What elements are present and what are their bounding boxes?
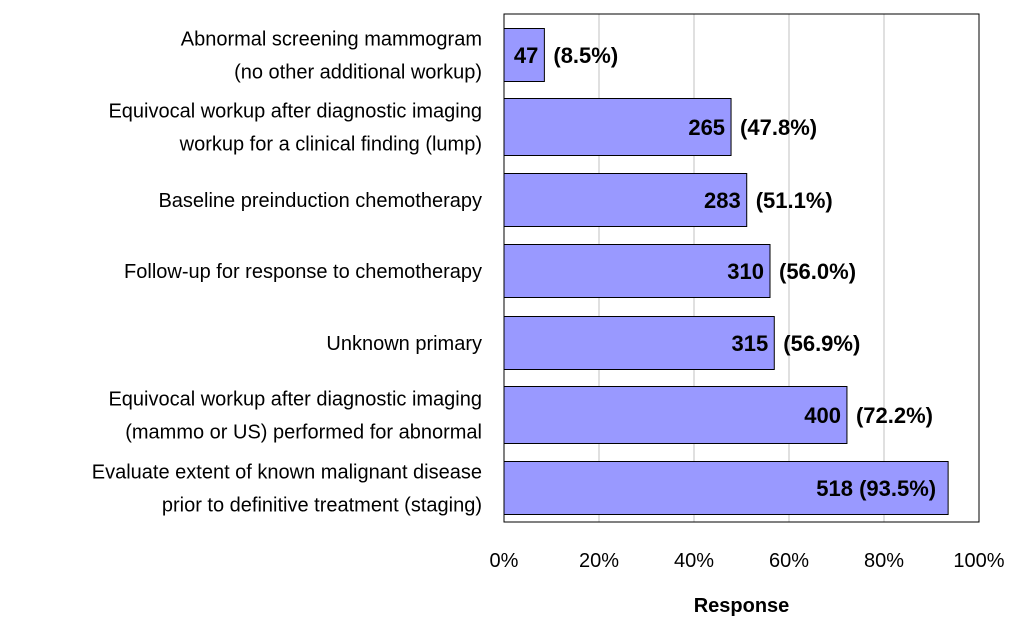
data-label-pct-5: (72.2%) xyxy=(856,403,933,428)
bar-3 xyxy=(503,244,771,298)
x-axis-title: Response xyxy=(694,595,790,617)
bars xyxy=(503,28,949,515)
x-tick-label-1: 20% xyxy=(579,550,619,572)
x-tick-label-3: 60% xyxy=(769,550,809,572)
category-label-0-line-1: (no other additional workup) xyxy=(234,62,482,84)
data-labels: 47 (8.5%) 265 (47.8%) 283 (51.1%) 310 (56.0%) 31… xyxy=(514,43,936,501)
data-label-count-2: 283 xyxy=(704,188,741,213)
x-tick-labels: 0% 20% 40% 60% 80% 100% xyxy=(490,550,1005,572)
data-label-pct-0: (8.5%) xyxy=(553,43,618,68)
data-label-pct-3: (56.0%) xyxy=(779,259,856,284)
bar-0 xyxy=(503,28,545,82)
data-label-pct-4: (56.9%) xyxy=(783,331,860,356)
category-label-1-line-1: workup for a clinical finding (lump) xyxy=(179,134,482,156)
x-tick-label-4: 80% xyxy=(864,550,904,572)
category-label-4-line-0: Unknown primary xyxy=(326,333,482,355)
category-label-5-line-0: Equivocal workup after diagnostic imagin… xyxy=(108,389,482,411)
category-label-3-line-0: Follow-up for response to chemotherapy xyxy=(124,261,482,283)
x-tick-label-0: 0% xyxy=(490,550,519,572)
x-tick-label-2: 40% xyxy=(674,550,714,572)
bar-1 xyxy=(503,98,732,156)
plot-area-frame xyxy=(503,13,980,523)
data-label-count-5: 400 xyxy=(804,403,841,428)
category-label-0-line-0: Abnormal screening mammogram xyxy=(181,29,482,51)
category-labels: Abnormal screening mammogram (no other ad… xyxy=(92,29,482,517)
bar-2 xyxy=(503,173,748,227)
category-label-6-line-1: prior to definitive treatment (staging) xyxy=(162,495,482,517)
category-label-6-line-0: Evaluate extent of known malignant disea… xyxy=(92,462,482,484)
data-label-count-3: 310 xyxy=(727,259,764,284)
data-label-count-0: 47 xyxy=(514,43,538,68)
bar-5 xyxy=(503,386,848,444)
data-label-pct-2: (51.1%) xyxy=(756,188,833,213)
data-label-pct-1: (47.8%) xyxy=(740,115,817,140)
category-label-5-line-1: (mammo or US) performed for abnormal xyxy=(125,422,482,444)
data-label-count-1: 265 xyxy=(688,115,725,140)
x-tick-label-5: 100% xyxy=(953,550,1004,572)
data-label-count-4: 315 xyxy=(732,331,769,356)
category-label-2-line-0: Baseline preinduction chemotherapy xyxy=(158,190,482,212)
data-label-6: 518 (93.5%) xyxy=(816,476,936,501)
category-label-1-line-0: Equivocal workup after diagnostic imagin… xyxy=(108,101,482,123)
